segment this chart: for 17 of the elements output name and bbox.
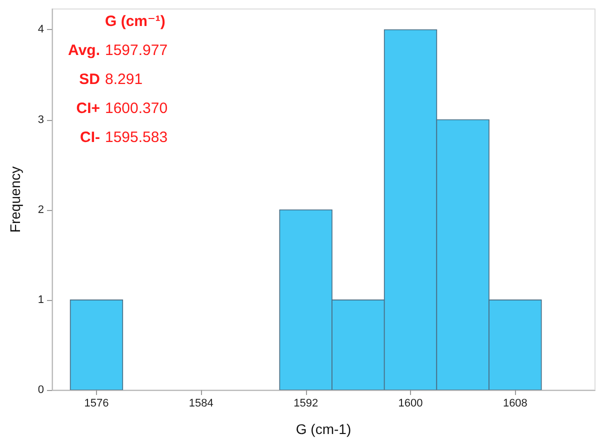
annotation: SD 8.291 — [79, 71, 143, 88]
y-tick-label: 2 — [38, 204, 44, 216]
y-axis-title: Frequency — [7, 166, 23, 233]
x-tick-label: 1592 — [294, 398, 318, 410]
x-tick-label: 1608 — [502, 398, 528, 410]
x-tick-label: 1584 — [188, 398, 214, 410]
annotation: CI+ 1600.370 — [76, 100, 168, 117]
y-tick-label: 1 — [38, 294, 44, 306]
annotation: CI- 1595.583 — [80, 129, 168, 146]
x-tick-label: 1600 — [398, 398, 423, 410]
chart-title: G (cm⁻¹) — [105, 13, 166, 30]
annotation: Avg. 1597.977 — [68, 42, 168, 59]
x-tick-label: 1576 — [84, 398, 109, 410]
y-tick-label: 4 — [38, 24, 44, 36]
x-axis-title: G (cm-1) — [296, 421, 352, 437]
y-tick-label: 0 — [38, 384, 44, 396]
y-tick-label: 3 — [38, 114, 44, 126]
